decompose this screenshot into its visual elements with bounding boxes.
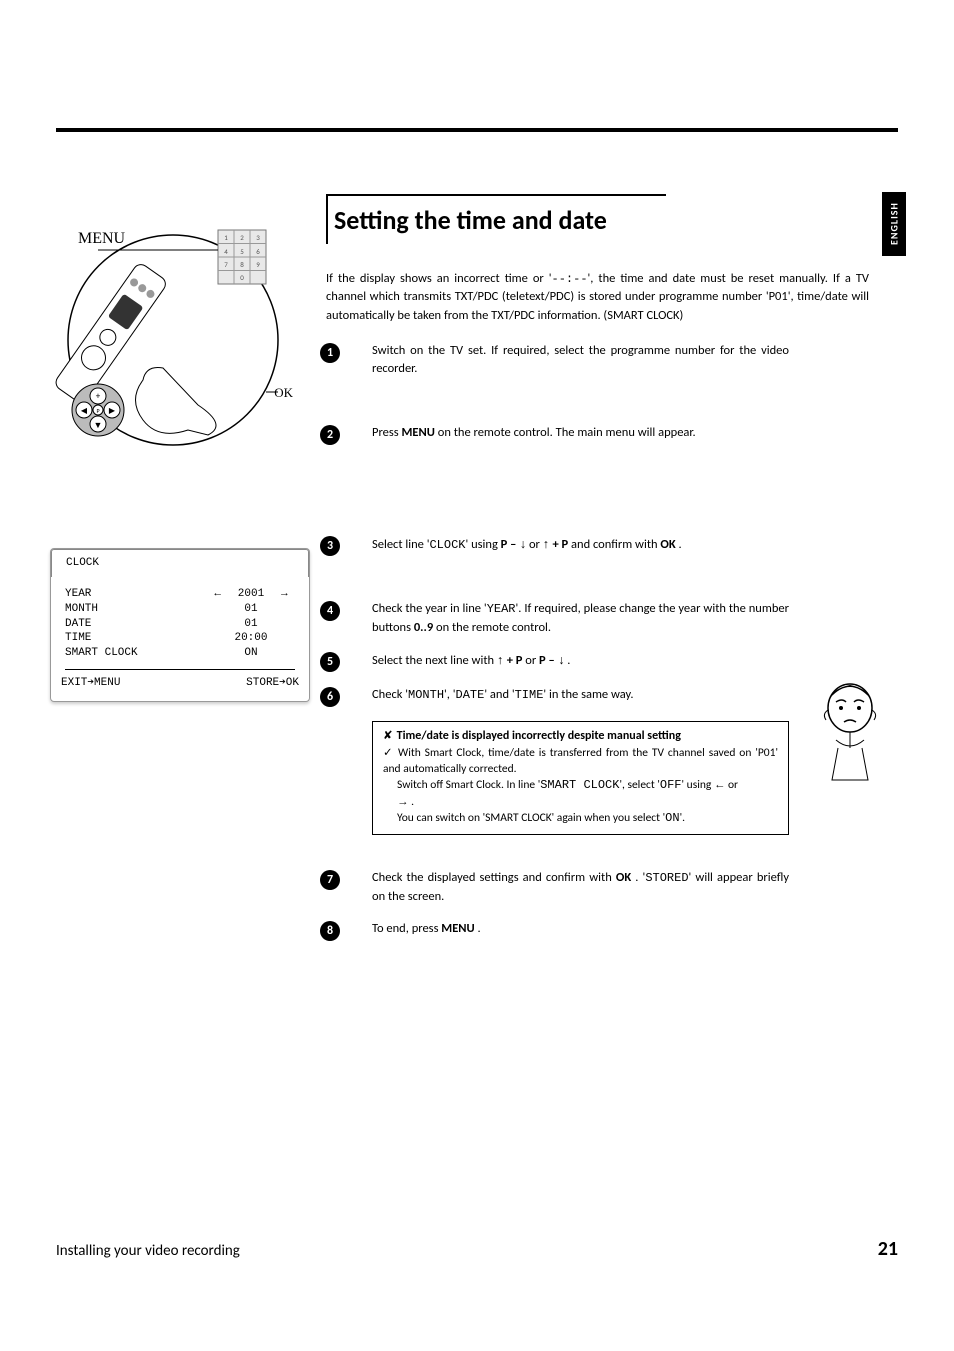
step-7-text: Check the displayed settings and confirm…	[372, 869, 869, 906]
svg-text:P: P	[96, 407, 99, 415]
svg-text:7: 7	[224, 260, 228, 269]
top-rule	[56, 128, 898, 132]
step-number-icon: 2	[320, 425, 340, 445]
step-2: 2 Press MENU on the remote control. The …	[320, 424, 869, 445]
right-arrow-icon: →	[281, 587, 295, 602]
step-number-icon: 6	[320, 687, 340, 707]
svg-text:▶: ▶	[109, 406, 116, 416]
osd-row-time: TIME20:00	[65, 631, 295, 646]
step-2-text: Press MENU on the remote control. The ma…	[372, 424, 869, 442]
osd-row-date: DATE01	[65, 617, 295, 632]
osd-row-smartclock: SMART CLOCKON	[65, 646, 295, 661]
step-number-icon: 8	[320, 921, 340, 941]
confused-face-icon	[822, 680, 878, 790]
svg-text:3: 3	[256, 233, 260, 242]
step-4-text: Check the year in line 'YEAR'. If requir…	[372, 600, 869, 637]
step-number-icon: 1	[320, 343, 340, 363]
svg-text:1: 1	[224, 233, 228, 242]
svg-text:◀: ◀	[81, 406, 88, 416]
tip-line-1: With Smart Clock, time/date is transferr…	[383, 746, 778, 776]
step-8: 8 To end, press MENU .	[320, 920, 869, 941]
svg-text:▼: ▼	[94, 420, 103, 431]
step-3-text: Select line 'CLOCK' using P – ↓ or ↑ + P…	[372, 535, 869, 554]
section-title: Setting the time and date	[326, 196, 869, 244]
tip-line-3: You can switch on 'SMART CLOCK' again wh…	[383, 810, 778, 827]
intro-placeholder: --:--	[552, 272, 588, 286]
svg-text:8: 8	[240, 260, 244, 269]
step-7: 7 Check the displayed settings and confi…	[320, 869, 869, 906]
step-1-text: Switch on the TV set. If required, selec…	[372, 342, 869, 378]
osd-title: CLOCK	[51, 549, 309, 577]
svg-text:2: 2	[240, 233, 244, 242]
check-icon: ✓	[383, 747, 394, 759]
osd-row-month: MONTH01	[65, 602, 295, 617]
step-8-text: To end, press MENU .	[372, 920, 869, 938]
remote-ok-label: OK	[274, 385, 293, 401]
svg-text:9: 9	[256, 260, 260, 269]
page-number: 21	[878, 1237, 898, 1261]
left-arrow-icon: ←	[207, 587, 221, 602]
remote-illustration: 1 2 3 4 5 6 7 8 9 0 + ▼ ◀ ▶ P MENU OK	[48, 210, 298, 460]
language-tab: ENGLISH	[882, 192, 906, 256]
step-6-text: Check 'MONTH', 'DATE' and 'TIME' in the …	[372, 686, 869, 704]
osd-row-year: YEAR ← 2001 →	[65, 587, 295, 602]
step-5: 5 Select the next line with ↑ + P or P –…	[320, 651, 869, 672]
steps-list: 1 Switch on the TV set. If required, sel…	[320, 342, 869, 955]
step-5-text: Select the next line with ↑ + P or P – ↓…	[372, 651, 869, 670]
step-number-icon: 5	[320, 652, 340, 672]
step-number-icon: 4	[320, 601, 340, 621]
page-footer: Installing your video recording 21	[56, 1237, 898, 1261]
osd-exit-label: EXIT➔MENU	[61, 676, 120, 691]
step-4: 4 Check the year in line 'YEAR'. If requ…	[320, 600, 869, 637]
tip-line-2: Switch off Smart Clock. In line 'SMART C…	[383, 777, 778, 810]
intro-paragraph: If the display shows an incorrect time o…	[326, 270, 869, 325]
step-6: 6 Check 'MONTH', 'DATE' and 'TIME' in th…	[320, 686, 869, 707]
svg-text:4: 4	[224, 247, 228, 256]
svg-text:0: 0	[240, 273, 244, 282]
svg-text:+: +	[96, 391, 101, 402]
footer-text: Installing your video recording	[56, 1242, 240, 1260]
step-number-icon: 3	[320, 536, 340, 556]
tip-box: ✘ Time/date is displayed incorrectly desp…	[372, 721, 789, 836]
osd-clock-panel: CLOCK YEAR ← 2001 → MONTH01 DATE01 TIME2…	[50, 548, 310, 702]
svg-text:6: 6	[256, 247, 260, 256]
cross-icon: ✘	[383, 730, 393, 742]
svg-text:5: 5	[240, 247, 244, 256]
section-title-block: Setting the time and date	[326, 194, 869, 244]
intro-text: If the display shows an incorrect time o…	[326, 271, 552, 286]
tip-title: Time/date is displayed incorrectly despi…	[397, 729, 681, 743]
step-number-icon: 7	[320, 870, 340, 890]
osd-store-label: STORE➔OK	[246, 676, 299, 691]
remote-menu-label: MENU	[78, 230, 125, 248]
step-3: 3 Select line 'CLOCK' using P – ↓ or ↑ +…	[320, 535, 869, 556]
step-1: 1 Switch on the TV set. If required, sel…	[320, 342, 869, 378]
